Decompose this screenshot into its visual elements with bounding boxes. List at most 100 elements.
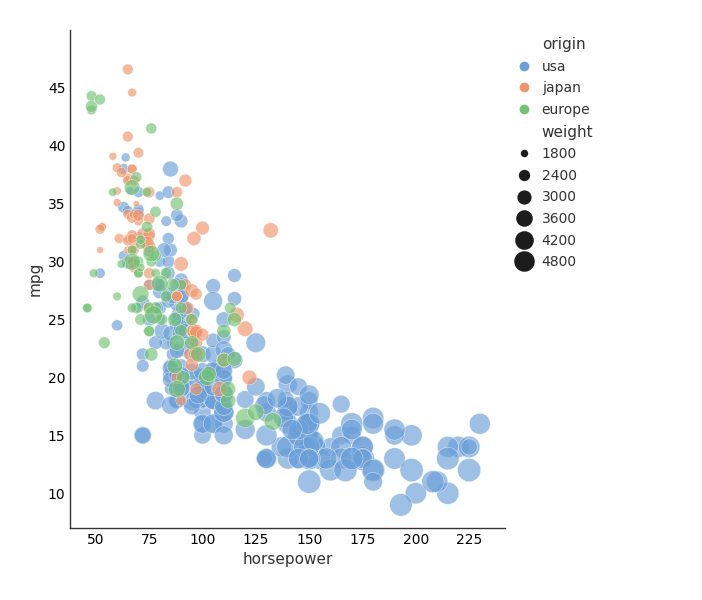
Point xyxy=(163,257,174,266)
Point xyxy=(122,258,133,268)
Point xyxy=(293,454,304,463)
Point xyxy=(186,286,197,295)
Point xyxy=(135,315,146,325)
Point xyxy=(163,296,174,306)
Point xyxy=(218,396,230,406)
Point xyxy=(180,315,191,325)
Point xyxy=(126,183,138,193)
Point xyxy=(197,349,208,359)
Point xyxy=(131,199,142,209)
Point xyxy=(186,384,197,394)
Point xyxy=(171,314,183,323)
Point xyxy=(171,338,183,347)
Point xyxy=(410,488,421,498)
Point xyxy=(303,442,314,452)
Point xyxy=(282,442,293,452)
Point xyxy=(282,419,293,428)
Point xyxy=(137,361,148,371)
Point xyxy=(368,477,379,487)
Point xyxy=(176,370,187,380)
Point xyxy=(112,198,123,208)
Point xyxy=(81,303,93,313)
Point xyxy=(197,419,208,428)
Point xyxy=(126,230,138,240)
Point xyxy=(112,292,123,301)
Point xyxy=(176,384,187,394)
Point xyxy=(389,431,400,440)
Point xyxy=(143,303,154,313)
Point xyxy=(442,488,453,498)
Point xyxy=(261,407,272,417)
Point xyxy=(336,454,347,463)
Point xyxy=(208,367,219,376)
Point xyxy=(176,373,187,382)
Point xyxy=(314,454,326,463)
Point xyxy=(346,425,357,434)
Point xyxy=(406,465,417,475)
Point xyxy=(218,355,230,365)
Point xyxy=(463,442,475,452)
Point xyxy=(143,247,154,256)
Point xyxy=(122,206,133,215)
Point xyxy=(197,396,208,406)
Point xyxy=(272,394,283,403)
Point xyxy=(218,332,230,342)
Point xyxy=(86,105,97,115)
Point xyxy=(176,383,187,392)
Point xyxy=(299,442,310,452)
Point xyxy=(186,401,197,411)
Point xyxy=(171,292,183,301)
Point xyxy=(171,199,183,209)
Point xyxy=(301,419,312,428)
Point xyxy=(463,465,475,475)
Point xyxy=(186,326,197,336)
Point xyxy=(239,413,251,423)
Point xyxy=(152,280,164,290)
Point xyxy=(310,442,322,452)
Point xyxy=(137,298,148,307)
Point xyxy=(180,176,191,185)
Point xyxy=(239,395,251,404)
Point xyxy=(282,401,293,411)
Point xyxy=(303,454,314,463)
Point xyxy=(171,370,183,380)
Point xyxy=(154,280,166,290)
Point xyxy=(176,216,187,226)
Point xyxy=(212,361,223,371)
Point xyxy=(122,209,133,219)
Point xyxy=(218,389,230,398)
Point xyxy=(143,280,154,290)
Point xyxy=(97,222,108,232)
Point xyxy=(197,384,208,394)
Point xyxy=(150,268,161,278)
Point xyxy=(128,176,140,185)
Point xyxy=(131,172,142,182)
Point xyxy=(346,431,357,440)
Point xyxy=(282,407,293,417)
Point xyxy=(122,173,133,183)
Point xyxy=(180,326,191,336)
Point xyxy=(176,361,187,371)
Point xyxy=(261,396,272,406)
Point xyxy=(303,442,314,452)
Point xyxy=(293,454,304,463)
Point xyxy=(218,373,230,382)
Point xyxy=(118,251,129,260)
Point xyxy=(126,164,138,174)
Point xyxy=(114,233,125,243)
Point xyxy=(180,305,191,315)
Point xyxy=(171,346,183,356)
Point xyxy=(208,382,219,392)
Point xyxy=(128,209,140,219)
Point xyxy=(176,259,187,269)
Point xyxy=(107,151,119,161)
Point xyxy=(218,345,230,355)
Point xyxy=(208,396,219,406)
Point xyxy=(137,431,148,440)
Point xyxy=(303,431,314,440)
Point xyxy=(261,431,272,440)
Point xyxy=(293,431,304,440)
Point xyxy=(141,222,152,232)
Point xyxy=(442,442,453,452)
Point xyxy=(176,280,187,290)
